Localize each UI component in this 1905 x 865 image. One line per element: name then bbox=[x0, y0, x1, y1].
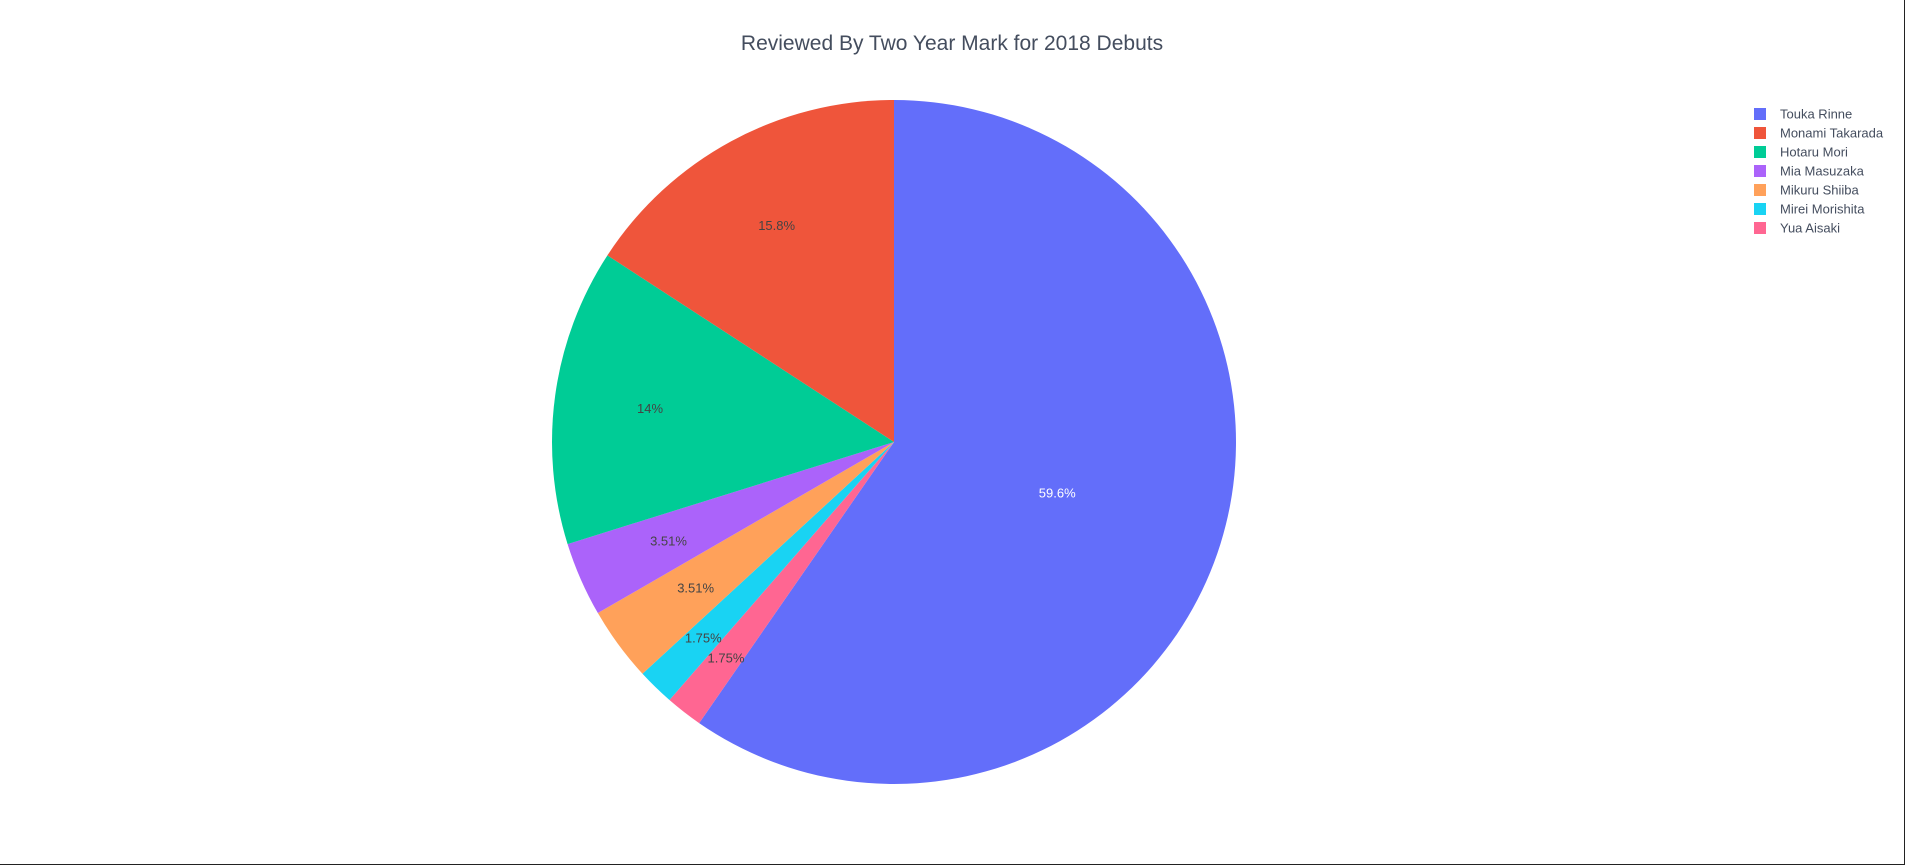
legend-label: Hotaru Mori bbox=[1780, 145, 1848, 160]
legend[interactable]: Touka Rinne Monami Takarada Hotaru Mori Mia… bbox=[1754, 107, 1884, 236]
legend-swatch bbox=[1754, 127, 1766, 139]
legend-swatch bbox=[1754, 184, 1766, 196]
legend-label: Mia Masuzaka bbox=[1780, 164, 1865, 179]
slice-label-yua-aisaki: 1.75% bbox=[708, 650, 745, 665]
pie-slice-mirei-morishita[interactable] bbox=[642, 442, 894, 700]
slice-label-mia-masuzaka: 3.51% bbox=[650, 533, 687, 548]
chart-title: Reviewed By Two Year Mark for 2018 Debut… bbox=[741, 32, 1163, 55]
pie-slice-mia-masuzaka[interactable] bbox=[567, 442, 894, 614]
legend-item-touka-rinne[interactable]: Touka Rinne bbox=[1754, 107, 1852, 122]
legend-label: Mikuru Shiiba bbox=[1780, 183, 1860, 198]
legend-label: Monami Takarada bbox=[1780, 126, 1884, 141]
legend-swatch bbox=[1754, 203, 1766, 215]
legend-swatch bbox=[1754, 108, 1766, 120]
pie-slice-labels: 59.6% 1.75% 1.75% 3.51% 3.51% 14% 15.8% bbox=[637, 218, 1076, 665]
legend-label: Yua Aisaki bbox=[1780, 221, 1840, 236]
legend-item-yua-aisaki[interactable]: Yua Aisaki bbox=[1754, 221, 1840, 236]
legend-item-hotaru-mori[interactable]: Hotaru Mori bbox=[1754, 145, 1848, 160]
legend-label: Touka Rinne bbox=[1780, 107, 1852, 122]
legend-swatch bbox=[1754, 165, 1766, 177]
slice-label-monami-takarada: 15.8% bbox=[758, 218, 795, 233]
legend-item-mirei-morishita[interactable]: Mirei Morishita bbox=[1754, 202, 1865, 217]
legend-label: Mirei Morishita bbox=[1780, 202, 1865, 217]
slice-label-mirei-morishita: 1.75% bbox=[685, 631, 722, 646]
legend-item-mikuru-shiiba[interactable]: Mikuru Shiiba bbox=[1754, 183, 1860, 198]
pie-slice-hotaru-mori[interactable] bbox=[552, 255, 894, 545]
pie-slice-mikuru-shiiba[interactable] bbox=[597, 442, 894, 674]
legend-swatch bbox=[1754, 222, 1766, 234]
pie-slices bbox=[552, 100, 1237, 785]
slice-label-touka-rinne: 59.6% bbox=[1039, 486, 1076, 501]
slice-label-mikuru-shiiba: 3.51% bbox=[677, 580, 714, 595]
pie-slice-touka-rinne[interactable] bbox=[699, 100, 1237, 785]
legend-item-monami-takarada[interactable]: Monami Takarada bbox=[1754, 126, 1884, 141]
pie-slice-yua-aisaki[interactable] bbox=[669, 442, 894, 724]
pie-slice-monami-takarada[interactable] bbox=[607, 100, 894, 442]
slice-label-hotaru-mori: 14% bbox=[637, 401, 663, 416]
legend-item-mia-masuzaka[interactable]: Mia Masuzaka bbox=[1754, 164, 1865, 179]
legend-swatch bbox=[1754, 146, 1766, 158]
